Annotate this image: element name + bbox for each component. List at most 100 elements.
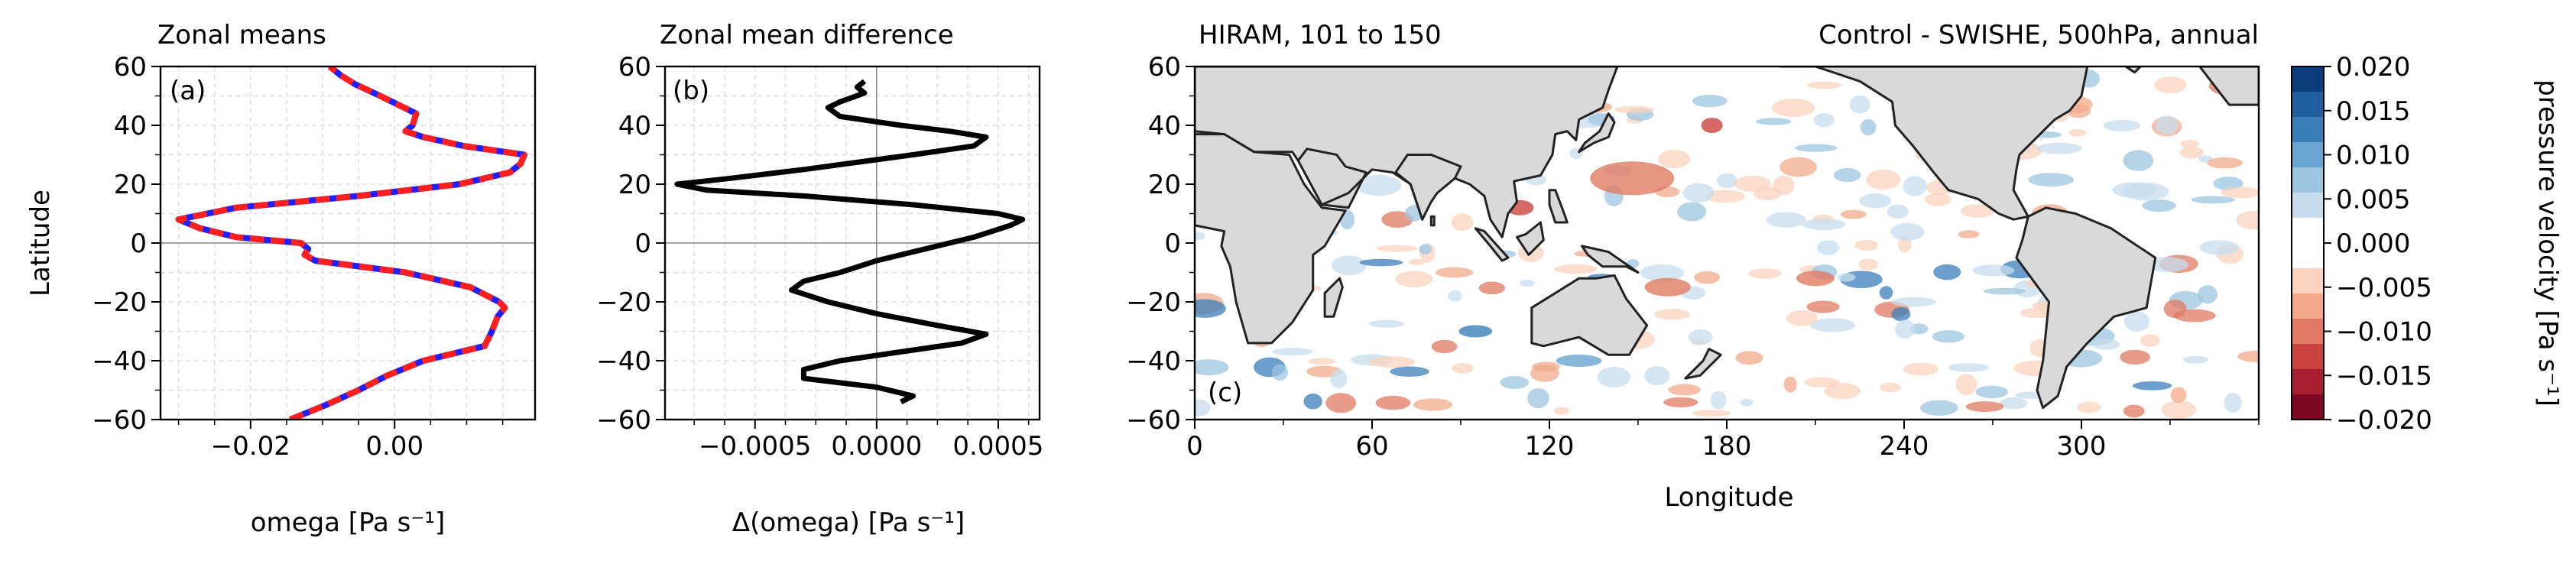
positive-anomaly-patch bbox=[1837, 273, 1856, 282]
negative-anomaly-patch bbox=[1668, 384, 1701, 396]
y-tick-label: 60 bbox=[618, 52, 651, 83]
x-tick-label: 60 bbox=[1355, 431, 1388, 462]
negative-anomaly-patch bbox=[2180, 140, 2199, 148]
anomaly-feature bbox=[1796, 271, 1835, 287]
anomaly-feature bbox=[1590, 161, 1675, 196]
colorbar-tick-label: 0.010 bbox=[2336, 141, 2410, 171]
philippines-land bbox=[1548, 189, 1569, 224]
negative-anomaly-patch bbox=[1806, 300, 1840, 313]
positive-anomaly-patch bbox=[1891, 297, 1936, 307]
positive-anomaly-patch bbox=[1640, 264, 1685, 282]
positive-anomaly-patch bbox=[1972, 264, 2015, 277]
positive-anomaly-patch bbox=[1692, 95, 1728, 108]
panel-c-ticks: 0 60 120 180 240 300 −60 −40 −20 0 20 40 60 bbox=[1126, 52, 2260, 462]
positive-anomaly-patch bbox=[1817, 240, 1840, 255]
colorbar-tick-label: 0.020 bbox=[2336, 52, 2410, 83]
positive-anomaly-patch bbox=[1195, 359, 1229, 376]
positive-anomaly-patch bbox=[1332, 255, 1367, 276]
positive-anomaly-patch bbox=[1983, 287, 2026, 295]
negative-anomaly-patch bbox=[1806, 81, 1842, 89]
negative-anomaly-patch bbox=[1478, 281, 1506, 295]
negative-anomaly-patch bbox=[1958, 230, 1980, 238]
positive-anomaly-patch bbox=[1794, 144, 1838, 152]
colorbar-swatch bbox=[2292, 193, 2324, 219]
y-tick-label: 60 bbox=[114, 52, 147, 83]
anomaly-feature bbox=[1556, 355, 1602, 367]
positive-anomaly-patch bbox=[1448, 290, 1463, 302]
colorbar-swatch bbox=[2292, 394, 2324, 420]
negative-anomaly-patch bbox=[1824, 383, 1861, 400]
negative-anomaly-patch bbox=[1786, 310, 1818, 326]
colorbar-swatch bbox=[2292, 167, 2324, 193]
positive-anomaly-patch bbox=[2092, 339, 2120, 350]
negative-anomaly-patch bbox=[2154, 76, 2187, 94]
x-tick-label: 240 bbox=[1880, 431, 1929, 462]
land-masses bbox=[1195, 66, 2259, 410]
negative-anomaly-patch bbox=[1325, 393, 1357, 413]
y-tick-label: 20 bbox=[114, 170, 147, 200]
arabia-land bbox=[1296, 147, 1367, 206]
positive-anomaly-patch bbox=[1879, 286, 1893, 300]
negative-anomaly-patch bbox=[1375, 395, 1411, 410]
colorbar-swatch bbox=[2292, 243, 2324, 269]
panel-b-ticks: −0.0005 0.0000 0.0005 −60 −40 −20 0 20 40 60 bbox=[596, 52, 1043, 462]
negative-anomaly-patch bbox=[1553, 407, 1570, 416]
positive-anomaly-patch bbox=[2028, 173, 2075, 187]
negative-anomaly-patch bbox=[2207, 157, 2243, 169]
y-tick-label: 0 bbox=[1164, 229, 1181, 259]
positive-anomaly-patch bbox=[1849, 96, 1870, 114]
positive-anomaly-patch bbox=[1766, 212, 1806, 228]
positive-anomaly-patch bbox=[2199, 240, 2240, 255]
colorbar-tick-label: −0.010 bbox=[2336, 317, 2432, 348]
negative-anomaly-patch bbox=[1431, 339, 1458, 354]
x-tick-label: 0.0000 bbox=[831, 431, 922, 462]
north-america-land bbox=[2198, 66, 2259, 106]
colorbar-tick-label: 0.005 bbox=[2336, 184, 2410, 215]
x-tick-label: −0.0005 bbox=[699, 431, 811, 462]
negative-anomaly-patch bbox=[2140, 334, 2160, 347]
negative-anomaly-patch bbox=[1748, 268, 1782, 279]
positive-anomaly-patch bbox=[2224, 392, 2242, 413]
positive-anomaly-patch bbox=[1271, 364, 1289, 381]
negative-anomaly-patch bbox=[1532, 361, 1560, 372]
panel-a-xlabel: omega [Pa s⁻¹] bbox=[251, 507, 446, 538]
new-guinea-land bbox=[1581, 245, 1640, 274]
colorbar-swatch bbox=[2292, 218, 2324, 244]
anomaly-feature bbox=[1644, 277, 1691, 297]
y-tick-label: −40 bbox=[1126, 346, 1181, 377]
japan-land bbox=[1578, 112, 1616, 154]
positive-anomaly-patch bbox=[1195, 299, 1226, 318]
positive-anomaly-patch bbox=[1932, 330, 1964, 343]
positive-anomaly-patch bbox=[1303, 393, 1322, 410]
x-tick-label: 300 bbox=[2057, 431, 2107, 462]
panel-a-ylabel: Latitude bbox=[25, 190, 56, 297]
positive-anomaly-patch bbox=[1272, 348, 1313, 356]
colorbar-swatch bbox=[2292, 142, 2324, 168]
negative-anomaly-patch bbox=[1452, 363, 1474, 374]
y-tick-label: 60 bbox=[1148, 52, 1181, 83]
anomaly-feature bbox=[1701, 118, 1723, 133]
sumatra-land bbox=[1474, 227, 1510, 262]
colorbar: 0.020 0.015 0.010 0.005 0.000 −0.005 −0.010 −0.… bbox=[2291, 52, 2563, 436]
panel-b-label: (b) bbox=[673, 76, 709, 106]
positive-anomaly-patch bbox=[2198, 285, 2218, 304]
positive-anomaly-patch bbox=[1682, 183, 1715, 203]
positive-anomaly-patch bbox=[1933, 264, 1961, 280]
positive-anomaly-patch bbox=[1975, 385, 2009, 399]
negative-anomaly-patch bbox=[1803, 377, 1840, 387]
y-tick-label: −20 bbox=[1126, 287, 1181, 318]
series-line-omega-dashed bbox=[175, 66, 527, 420]
colorbar-tick-label: −0.020 bbox=[2336, 405, 2432, 436]
positive-anomaly-patch bbox=[1520, 280, 1535, 287]
y-tick-label: 40 bbox=[618, 111, 651, 141]
negative-anomaly-patch bbox=[1960, 204, 1994, 218]
negative-anomaly-patch bbox=[1694, 271, 1721, 284]
y-tick-label: −40 bbox=[92, 346, 147, 377]
negative-anomaly-patch bbox=[1408, 258, 1425, 265]
negative-anomaly-patch bbox=[2120, 349, 2150, 365]
positive-anomaly-patch bbox=[1355, 175, 1402, 196]
positive-anomaly-patch bbox=[2123, 150, 2154, 171]
panel-a-title: Zonal means bbox=[157, 20, 326, 50]
positive-anomaly-patch bbox=[1948, 363, 1989, 372]
positive-anomaly-patch bbox=[1810, 318, 1855, 332]
